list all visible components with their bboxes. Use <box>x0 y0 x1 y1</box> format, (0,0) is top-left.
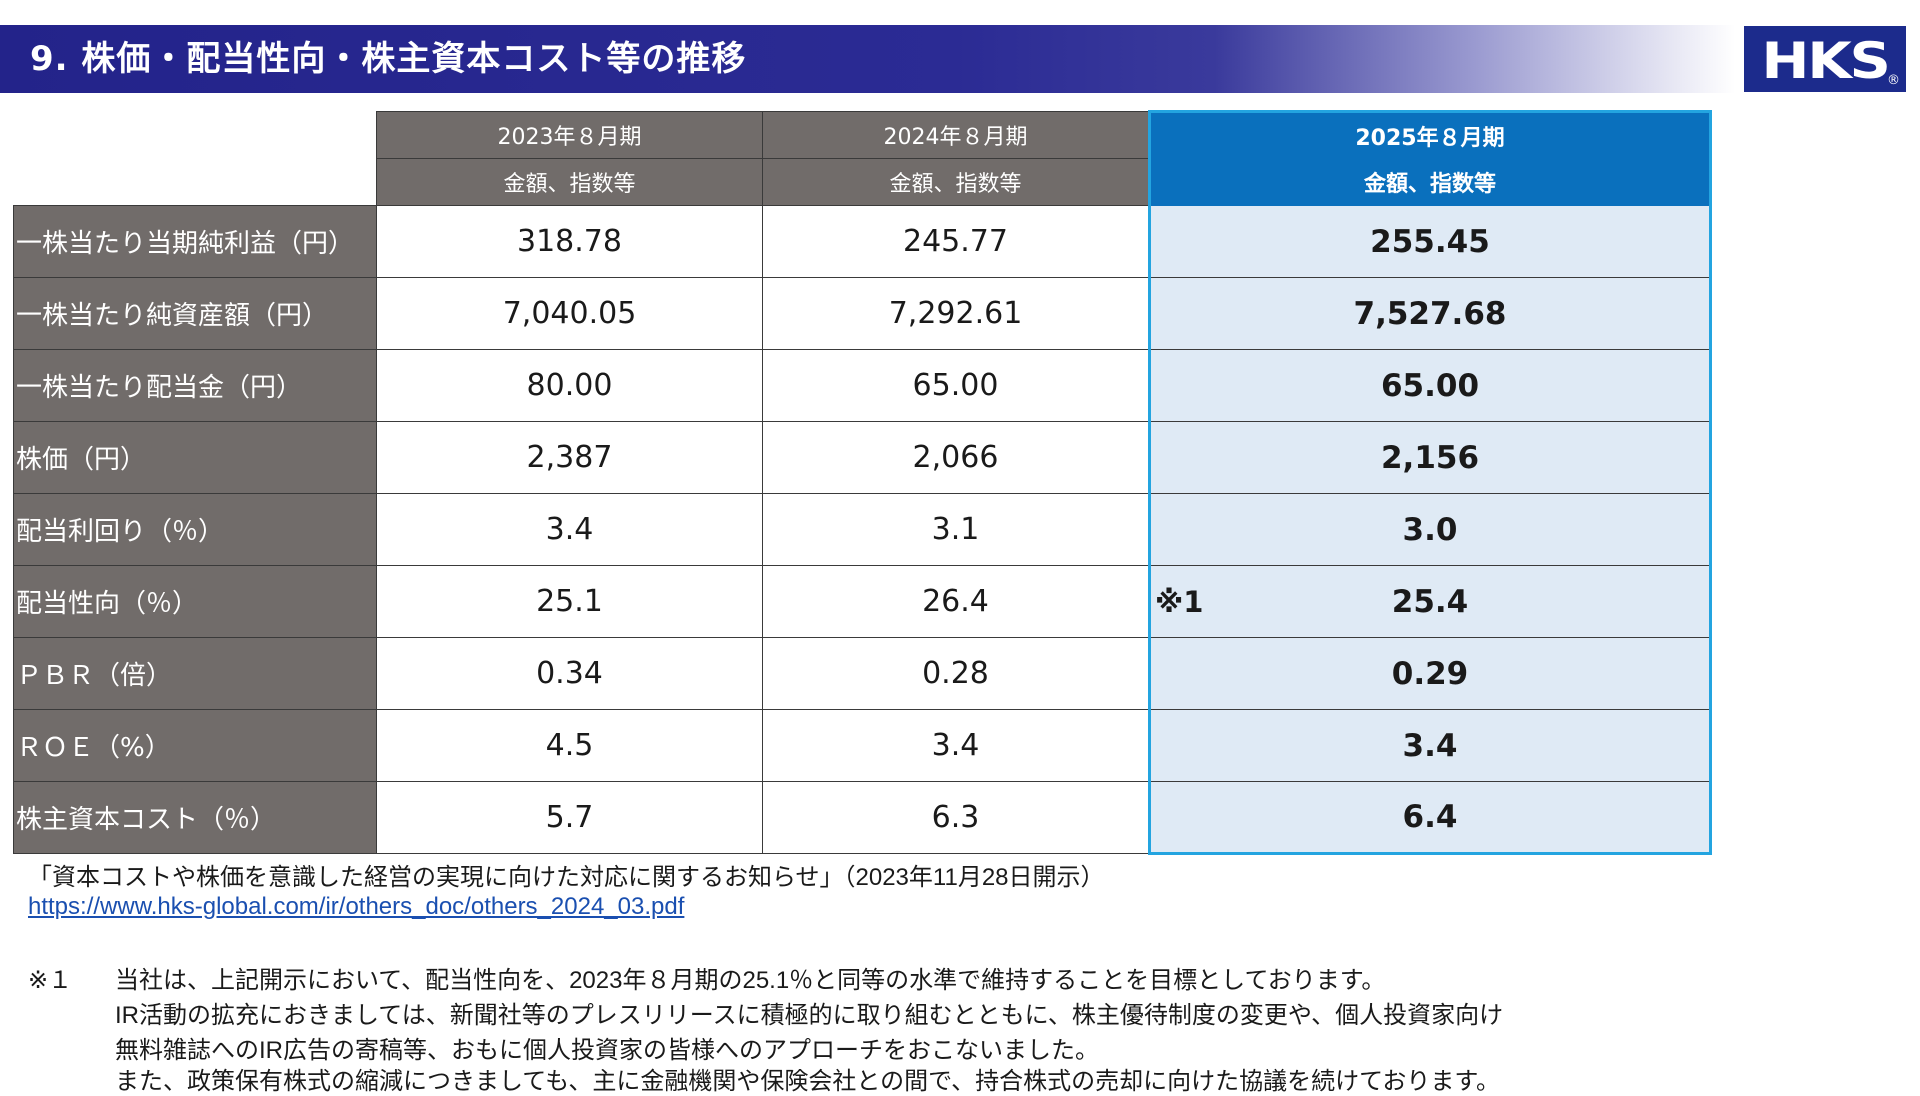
cell-pbr-2024: 0.28 <box>762 637 1150 710</box>
cell-dividend-2024: 65.00 <box>762 349 1150 422</box>
table-row: 株価（円） 2,387 2,066 2,156 <box>13 421 1712 494</box>
table-row: 一株当たり純資産額（円） 7,040.05 7,292.61 7,527.68 <box>13 277 1712 350</box>
cell-bps-2025: 7,527.68 <box>1148 277 1712 350</box>
table-row: 一株当たり配当金（円） 80.00 65.00 65.00 <box>13 349 1712 422</box>
cell-dividend-yield-2025: 3.0 <box>1148 493 1712 566</box>
title-banner: 9. 株価・配当性向・株主資本コスト等の推移 <box>0 25 1735 93</box>
cell-roe-2023: 4.5 <box>376 709 763 782</box>
row-label-dividend-yield: 配当利回り（％） <box>13 493 377 566</box>
row-label-cost-of-equity: 株主資本コスト（％） <box>13 781 377 854</box>
header-blank-cell <box>13 158 377 206</box>
note-marker: ※1 <box>1155 585 1204 619</box>
footnote-line: IR活動の拡充におきましては、新聞社等のプレスリリースに積極的に取り組むとともに… <box>115 1002 1504 1029</box>
table-row: ＲＯＥ（%） 4.5 3.4 3.4 <box>13 709 1712 782</box>
cell-dividend-2023: 80.00 <box>376 349 763 422</box>
cell-dividend-yield-2023: 3.4 <box>376 493 763 566</box>
reference-link[interactable]: https://www.hks-global.com/ir/others_doc… <box>28 893 685 920</box>
column-subheader-2024: 金額、指数等 <box>762 158 1150 206</box>
registered-mark: ® <box>1887 73 1900 88</box>
table-header-row-sub: 金額、指数等 金額、指数等 金額、指数等 <box>13 158 1712 206</box>
cell-dividend-yield-2024: 3.1 <box>762 493 1150 566</box>
table-header-row-period: 2023年８月期 2024年８月期 2025年８月期 <box>13 110 1712 159</box>
footnote-line: 当社は、上記開示において、配当性向を、2023年８月期の25.1％と同等の水準で… <box>115 967 1386 994</box>
cell-bps-2023: 7,040.05 <box>376 277 763 350</box>
reference-title: 「資本コストや株価を意識した経営の実現に向けた対応に関するお知らせ」（2023年… <box>28 864 1105 891</box>
row-label-roe: ＲＯＥ（%） <box>13 709 377 782</box>
cell-pbr-2023: 0.34 <box>376 637 763 710</box>
cell-stock-price-2023: 2,387 <box>376 421 763 494</box>
logo-text: HKS <box>1761 32 1891 90</box>
cell-roe-2025: 3.4 <box>1148 709 1712 782</box>
row-label-payout-ratio: 配当性向（％） <box>13 565 377 638</box>
financial-metrics-table: 2023年８月期 2024年８月期 2025年８月期 金額、指数等 金額、指数等… <box>13 110 1712 855</box>
hks-logo: HKS ® <box>1744 26 1906 92</box>
cell-cost-of-equity-2025: 6.4 <box>1148 781 1712 855</box>
row-label-eps: 一株当たり当期純利益（円） <box>13 205 377 278</box>
cell-payout-ratio-2023: 25.1 <box>376 565 763 638</box>
cell-stock-price-2024: 2,066 <box>762 421 1150 494</box>
table-row: 配当利回り（％） 3.4 3.1 3.0 <box>13 493 1712 566</box>
row-label-pbr: ＰＢＲ（倍） <box>13 637 377 710</box>
footnote-marker: ※１ <box>28 967 73 994</box>
row-label-bps: 一株当たり純資産額（円） <box>13 277 377 350</box>
table-row: ＰＢＲ（倍） 0.34 0.28 0.29 <box>13 637 1712 710</box>
column-header-2024: 2024年８月期 <box>762 111 1150 159</box>
cell-payout-ratio-2025: ※1 25.4 <box>1148 565 1712 638</box>
cell-eps-2024: 245.77 <box>762 205 1150 278</box>
row-label-stock-price: 株価（円） <box>13 421 377 494</box>
page-title: 9. 株価・配当性向・株主資本コスト等の推移 <box>30 39 747 79</box>
column-subheader-2025: 金額、指数等 <box>1148 158 1712 206</box>
cell-cost-of-equity-2024: 6.3 <box>762 781 1150 854</box>
footnote-line: また、政策保有株式の縮減につきましても、主に金融機関や保険会社との間で、持合株式… <box>115 1068 1501 1095</box>
cell-bps-2024: 7,292.61 <box>762 277 1150 350</box>
cell-eps-2025: 255.45 <box>1148 205 1712 278</box>
cell-eps-2023: 318.78 <box>376 205 763 278</box>
header-blank-cell <box>13 111 377 159</box>
table-row: 配当性向（％） 25.1 26.4 ※1 25.4 <box>13 565 1712 638</box>
cell-payout-ratio-2025-value: 25.4 <box>1391 583 1469 620</box>
column-header-2025: 2025年８月期 <box>1148 110 1712 159</box>
column-subheader-2023: 金額、指数等 <box>376 158 763 206</box>
cell-pbr-2025: 0.29 <box>1148 637 1712 710</box>
cell-roe-2024: 3.4 <box>762 709 1150 782</box>
cell-cost-of-equity-2023: 5.7 <box>376 781 763 854</box>
row-label-dividend: 一株当たり配当金（円） <box>13 349 377 422</box>
table-row: 株主資本コスト（％） 5.7 6.3 6.4 <box>13 781 1712 855</box>
cell-dividend-2025: 65.00 <box>1148 349 1712 422</box>
footnote-line: 無料雑誌へのIR広告の寄稿等、おもに個人投資家の皆様へのアプローチをおこないまし… <box>115 1037 1099 1064</box>
table-row: 一株当たり当期純利益（円） 318.78 245.77 255.45 <box>13 205 1712 278</box>
cell-stock-price-2025: 2,156 <box>1148 421 1712 494</box>
cell-payout-ratio-2024: 26.4 <box>762 565 1150 638</box>
column-header-2023: 2023年８月期 <box>376 111 763 159</box>
